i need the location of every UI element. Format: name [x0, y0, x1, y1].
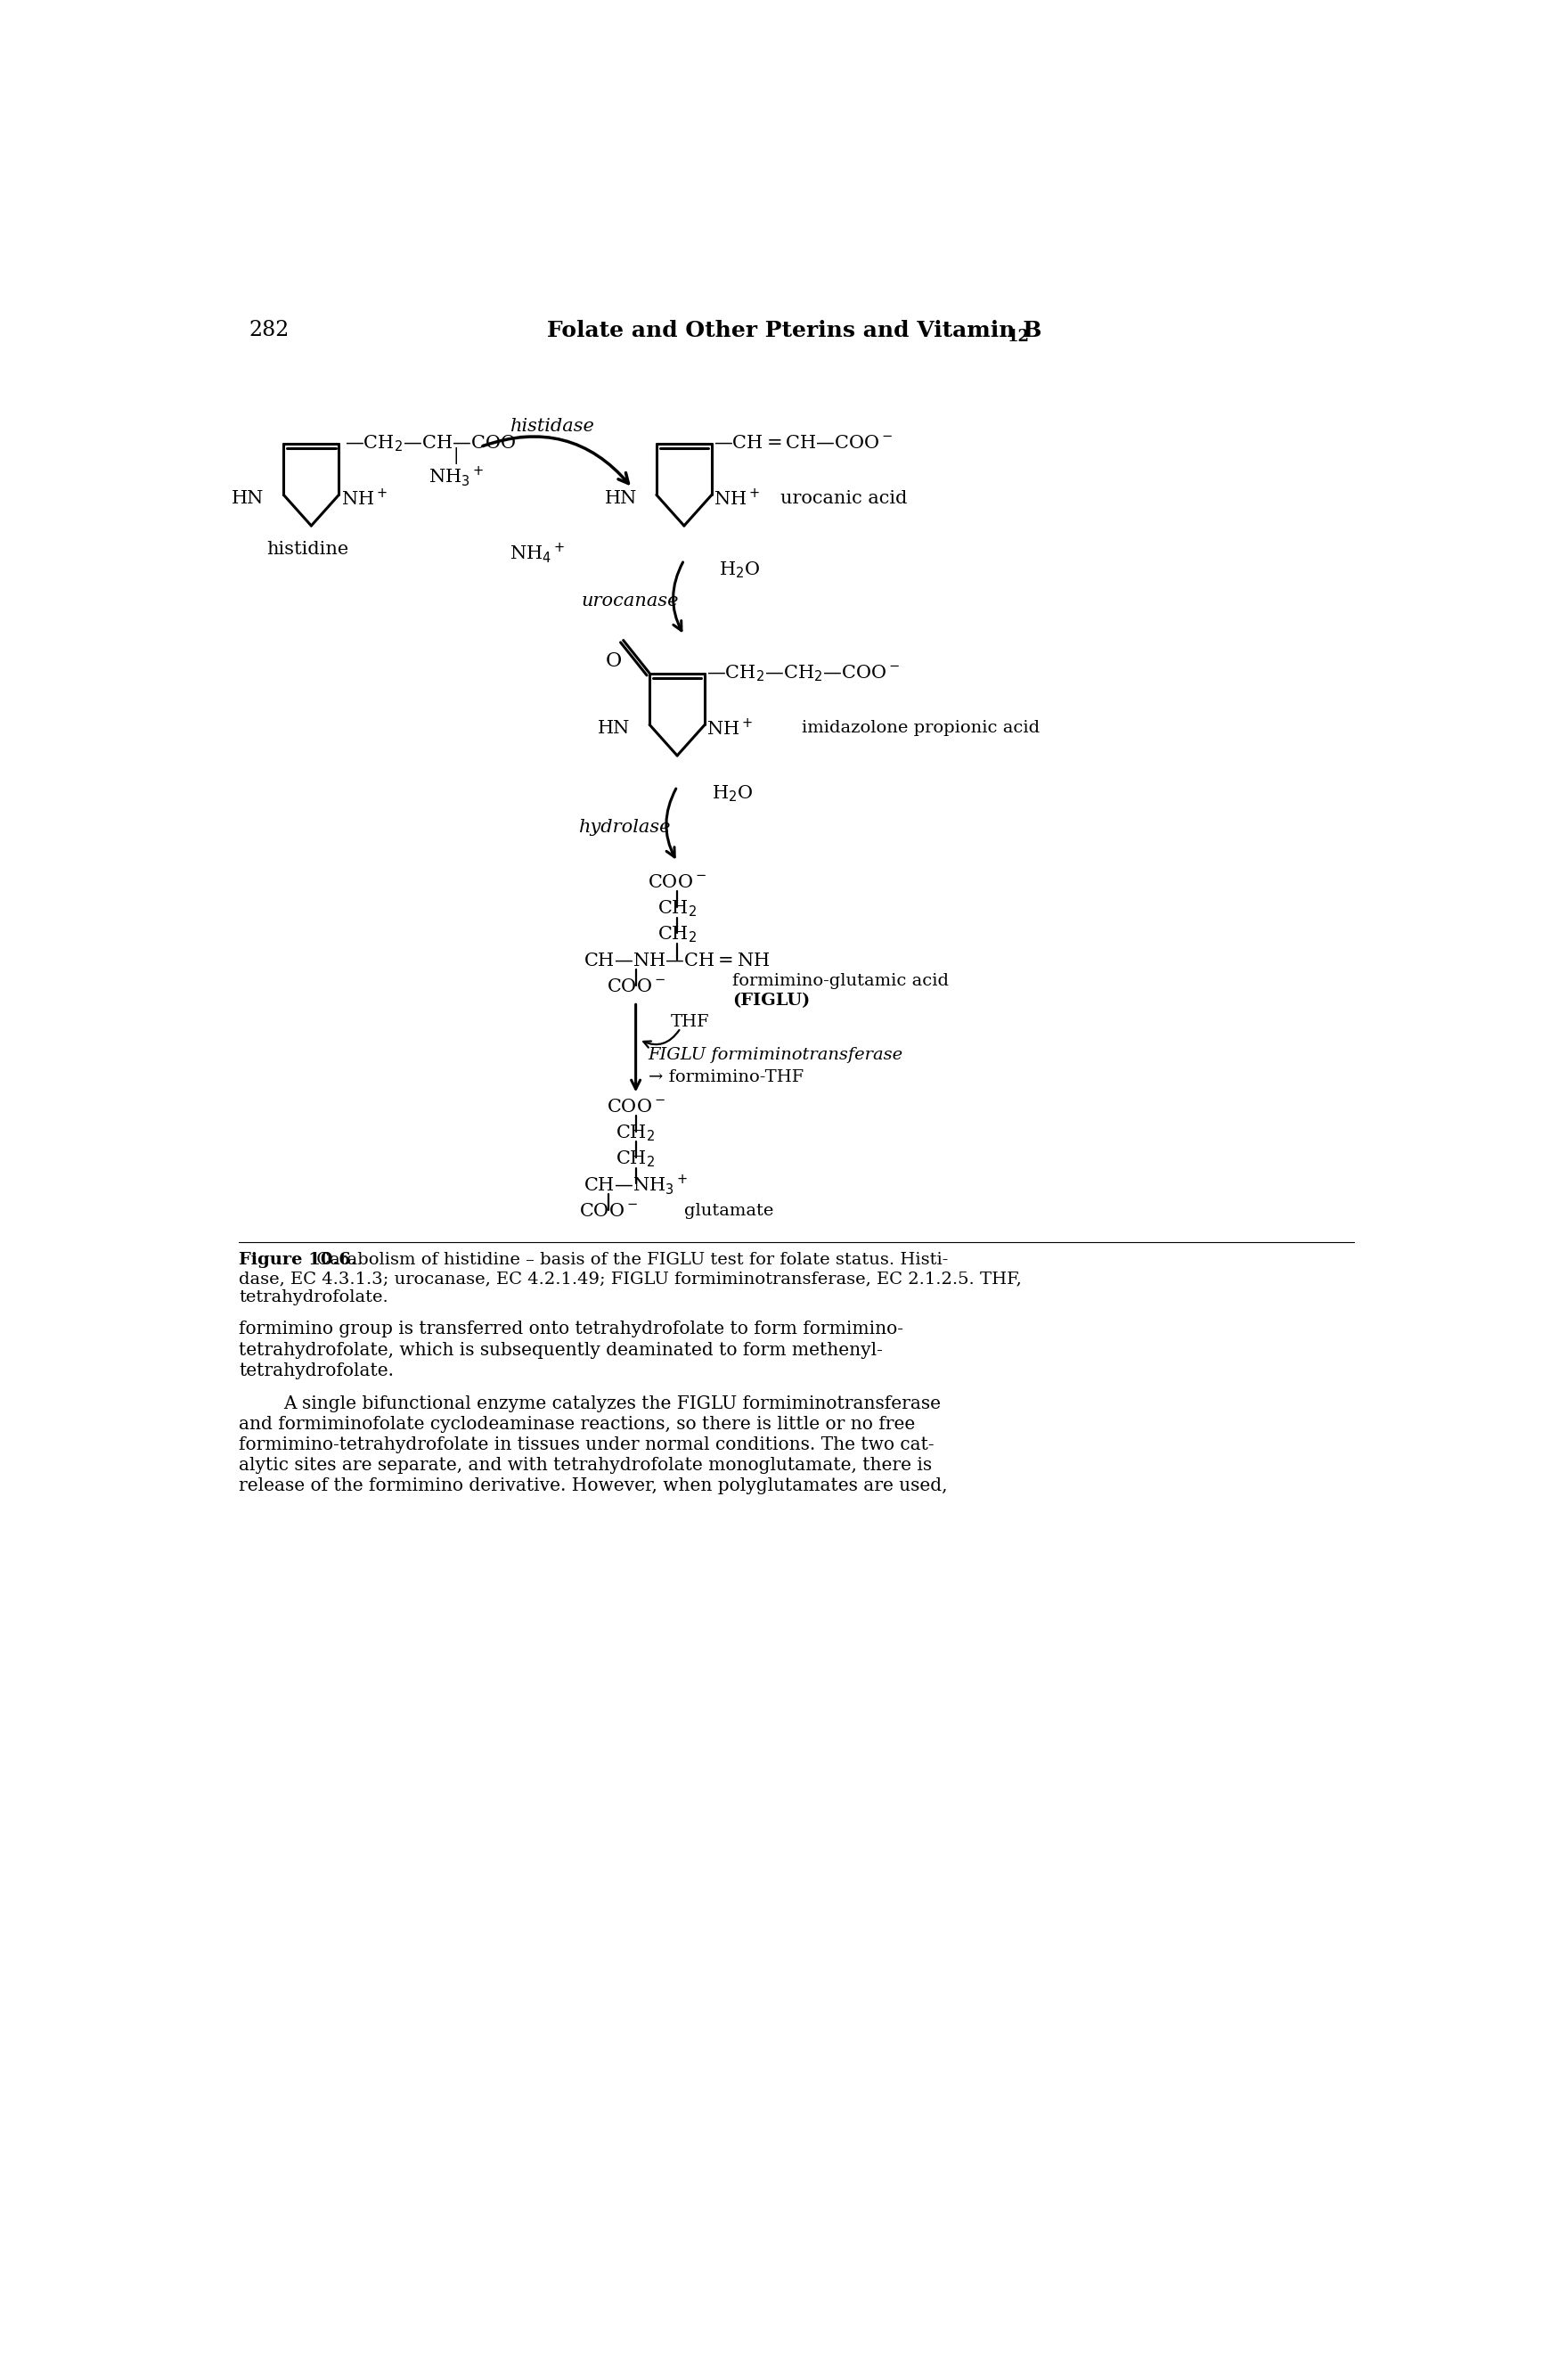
Text: urocanase: urocanase — [582, 593, 678, 609]
Text: CH$_2$: CH$_2$ — [658, 900, 696, 919]
Text: COO$^-$: COO$^-$ — [648, 873, 707, 890]
Text: histidine: histidine — [267, 540, 349, 559]
Text: —CH$_2$—CH$_2$—COO$^-$: —CH$_2$—CH$_2$—COO$^-$ — [707, 664, 900, 683]
Text: histidase: histidase — [510, 419, 596, 436]
Text: 282: 282 — [250, 319, 290, 340]
Text: urocanic acid: urocanic acid — [780, 490, 907, 507]
Text: 12: 12 — [1007, 328, 1030, 345]
Text: CH—NH—CH$=$NH: CH—NH—CH$=$NH — [583, 952, 771, 969]
Text: CH$_2$: CH$_2$ — [616, 1123, 656, 1142]
Text: HN: HN — [233, 490, 264, 507]
Text: HN: HN — [597, 719, 630, 735]
Text: tetrahydrofolate.: tetrahydrofolate. — [239, 1361, 394, 1378]
Text: dase, EC 4.3.1.3; urocanase, EC 4.2.1.49; FIGLU formiminotransferase, EC 2.1.2.5: dase, EC 4.3.1.3; urocanase, EC 4.2.1.49… — [239, 1271, 1022, 1288]
Text: NH$^+$: NH$^+$ — [341, 488, 388, 509]
Text: |: | — [453, 447, 459, 464]
Text: NH$_3$$^+$: NH$_3$$^+$ — [428, 464, 484, 488]
Text: formimino-glutamic acid: formimino-glutamic acid — [732, 973, 949, 990]
Text: formimino-tetrahydrofolate in tissues under normal conditions. The two cat-: formimino-tetrahydrofolate in tissues un… — [239, 1435, 934, 1454]
Text: imidazolone propionic acid: imidazolone propionic acid — [802, 721, 1039, 735]
Text: COO$^-$: COO$^-$ — [606, 978, 665, 995]
Text: Figure 10.6.: Figure 10.6. — [239, 1252, 357, 1269]
Text: CH—NH$_3$$^+$: CH—NH$_3$$^+$ — [583, 1173, 689, 1197]
Text: FIGLU formiminotransferase: FIGLU formiminotransferase — [648, 1047, 903, 1064]
Text: tetrahydrofolate.: tetrahydrofolate. — [239, 1290, 388, 1304]
Text: THF: THF — [670, 1014, 709, 1031]
Text: COO$^-$: COO$^-$ — [606, 1100, 665, 1116]
Text: CH$_2$: CH$_2$ — [616, 1150, 656, 1169]
Text: glutamate: glutamate — [684, 1204, 774, 1219]
Text: tetrahydrofolate, which is subsequently deaminated to form methenyl-: tetrahydrofolate, which is subsequently … — [239, 1342, 883, 1359]
Text: (FIGLU): (FIGLU) — [732, 992, 810, 1009]
Text: and formiminofolate cyclodeaminase reactions, so there is little or no free: and formiminofolate cyclodeaminase react… — [239, 1416, 915, 1433]
Text: release of the formimino derivative. However, when polyglutamates are used,: release of the formimino derivative. How… — [239, 1478, 948, 1495]
Text: Catabolism of histidine – basis of the FIGLU test for folate status. Histi-: Catabolism of histidine – basis of the F… — [312, 1252, 949, 1269]
Text: alytic sites are separate, and with tetrahydrofolate monoglutamate, there is: alytic sites are separate, and with tetr… — [239, 1457, 932, 1473]
Text: —CH$=$CH—COO$^-$: —CH$=$CH—COO$^-$ — [713, 436, 893, 452]
Text: formimino group is transferred onto tetrahydrofolate to form formimino-: formimino group is transferred onto tetr… — [239, 1321, 903, 1338]
Text: COO$^-$: COO$^-$ — [579, 1202, 637, 1219]
Text: → formimino-THF: → formimino-THF — [648, 1069, 803, 1085]
Text: H$_2$O: H$_2$O — [718, 559, 760, 581]
Text: Folate and Other Pterins and Vitamin B: Folate and Other Pterins and Vitamin B — [548, 319, 1042, 340]
Text: NH$^+$: NH$^+$ — [713, 488, 760, 509]
Text: CH$_2$: CH$_2$ — [658, 923, 696, 945]
Text: —CH$_2$—CH—COO$^-$: —CH$_2$—CH—COO$^-$ — [344, 433, 529, 455]
Text: H$_2$O: H$_2$O — [712, 783, 752, 804]
Text: NH$_4$$^+$: NH$_4$$^+$ — [509, 540, 565, 564]
Text: A single bifunctional enzyme catalyzes the FIGLU formiminotransferase: A single bifunctional enzyme catalyzes t… — [284, 1395, 941, 1411]
Text: NH$^+$: NH$^+$ — [707, 719, 754, 738]
Text: O: O — [605, 652, 622, 671]
Text: hydrolase: hydrolase — [580, 819, 672, 835]
Text: HN: HN — [605, 490, 637, 507]
